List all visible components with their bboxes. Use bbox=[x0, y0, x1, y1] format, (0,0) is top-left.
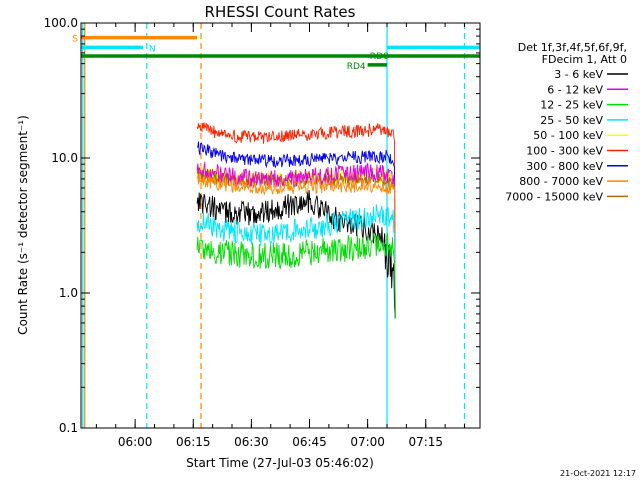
series-line bbox=[196, 141, 396, 319]
footer-timestamp: 21-Oct-2021 12:17 bbox=[560, 469, 636, 478]
chart-title: RHESSI Count Rates bbox=[205, 3, 356, 21]
x-tick-label: 06:30 bbox=[234, 435, 269, 449]
y-axis: 0.1 1.0 10.0 100.0 bbox=[44, 16, 480, 435]
x-tick-label: 07:15 bbox=[408, 435, 443, 449]
x-tick-label: 06:45 bbox=[292, 435, 327, 449]
x-tick-label: 07:00 bbox=[350, 435, 385, 449]
legend-entry-label: 300 - 800 keV bbox=[526, 160, 603, 173]
legend-header: FDecim 1, Att 0 bbox=[542, 53, 627, 66]
y-tick-label: 0.1 bbox=[59, 421, 78, 435]
y-tick-label: 100.0 bbox=[44, 16, 78, 30]
legend-entry-label: 12 - 25 keV bbox=[540, 99, 603, 112]
annotation-label: RD4 bbox=[347, 62, 366, 72]
x-axis: 06:00 06:15 06:30 06:45 07:00 07:15 bbox=[95, 23, 465, 449]
legend-entry-label: 50 - 100 keV bbox=[533, 129, 603, 142]
x-tick-label: 06:00 bbox=[118, 435, 153, 449]
series-line bbox=[196, 231, 396, 319]
legend-header: Det 1f,3f,4f,5f,6f,9f, bbox=[518, 41, 627, 54]
legend-entry-label: 100 - 300 keV bbox=[526, 145, 603, 158]
series-line bbox=[196, 161, 396, 319]
legend-entry-label: 25 - 50 keV bbox=[540, 114, 603, 127]
legend-entry-label: 7000 - 15000 keV bbox=[505, 190, 603, 203]
plot-frame bbox=[80, 22, 481, 429]
y-axis-label: Count Rate (s⁻¹ detector segment⁻¹) bbox=[16, 115, 30, 335]
series-line bbox=[196, 122, 396, 319]
annotation-label: RD0 bbox=[370, 52, 389, 62]
series-line bbox=[196, 172, 396, 319]
legend-entry-label: 3 - 6 keV bbox=[554, 68, 603, 81]
legend: Det 1f,3f,4f,5f,6f,9f,FDecim 1, Att 0 3 -… bbox=[505, 41, 628, 203]
series-line bbox=[196, 204, 396, 319]
annotation-label: N bbox=[149, 44, 156, 54]
plot-area: N RD0 RD4 bbox=[81, 23, 480, 428]
annotation-label: S bbox=[72, 35, 78, 45]
y-tick-label: 10.0 bbox=[51, 151, 78, 165]
legend-entry-label: 6 - 12 keV bbox=[547, 83, 603, 96]
x-axis-label: Start Time (27-Jul-03 05:46:02) bbox=[186, 456, 374, 470]
y-tick-label: 1.0 bbox=[59, 286, 78, 300]
legend-entry-label: 800 - 7000 keV bbox=[519, 175, 603, 188]
x-tick-label: 06:15 bbox=[176, 435, 211, 449]
series-line bbox=[196, 190, 396, 319]
